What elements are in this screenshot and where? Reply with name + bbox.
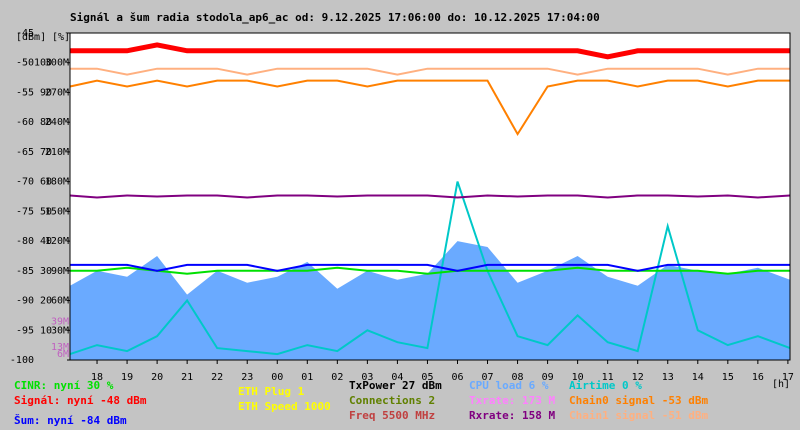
y3-tick-label: 270M [45,87,69,98]
legend-entry: CINR: nyní 30 % [14,379,114,392]
y3-tick-label: 30M [51,325,69,336]
x-tick-label: 07 [481,372,493,383]
x-tick-label: 00 [271,372,283,383]
x-tick-label: 12 [632,372,644,383]
y-tick-label: -80 [16,236,34,247]
legend-entry: Airtime 0 % [569,379,642,392]
x-tick-label: 06 [451,372,463,383]
y-tick-label: -60 [16,117,34,128]
series-line [70,266,790,275]
legend-entry: Connections 2 [349,394,435,407]
y3-tick-label: 90M [51,266,69,277]
y-tick-label: -50 [16,58,34,69]
legend-entry: Rxrate: 158 M [469,409,555,422]
y-tick-label: -70 [16,177,34,188]
legend-entry: Signál: nyní -48 dBm [14,394,147,407]
legend-entry: Chain1 signal -51 dBm [569,409,708,422]
y2-tick-label: 40 [40,236,52,247]
y-tick-label: -75 [16,206,34,217]
y3-tick-label: 60M [51,296,69,307]
legend-entry: ETH Plug 1 [238,385,305,398]
y3-tick-label: 300M [45,58,69,69]
y3-tick-label: 120M [45,236,69,247]
y-tick-label: -90 [16,296,34,307]
y3-tick-label: 240M [45,117,69,128]
legend-entry: CPU load 6 % [469,379,549,392]
y2-tick-label: 10 [40,325,52,336]
x-tick-label: 18 [91,372,103,383]
x-tick-label: 15 [722,372,734,383]
y3-marker-label: 13M [51,342,69,353]
y3-marker-label: 39M [51,316,69,327]
legend-entry: Freq 5500 MHz [349,409,435,422]
x-tick-label: 02 [331,372,343,383]
x-unit: [h] [772,379,790,390]
x-tick-label: 10 [572,372,584,383]
y-tick-label: -100 [10,355,34,366]
y2-tick-label: 100 [34,58,52,69]
series-line [70,67,790,76]
y2-tick-label: 50 [40,206,52,217]
y2-tick-label: 20 [40,296,52,307]
x-tick-label: 20 [151,372,163,383]
legend-entry: Chain0 signal -53 dBm [569,394,708,407]
x-tick-label: 03 [361,372,373,383]
series-line [70,42,790,60]
y-tick-label: -85 [16,266,34,277]
y2-tick-label: 30 [40,266,52,277]
x-tick-label: 13 [662,372,674,383]
y2-tick-label: 80 [40,117,52,128]
x-tick-label: 04 [391,372,403,383]
legend-entry: Šum: nyní -84 dBm [14,414,127,427]
y3-tick-label: 180M [45,177,69,188]
series-line [70,263,790,272]
x-tick-label: 01 [301,372,313,383]
x-tick-label: 11 [602,372,614,383]
legend-entry: Txrate: 173 M [469,394,555,407]
y2-unit: [%] [52,32,70,43]
x-tick-label: 14 [692,372,704,383]
y2-tick-label: 90 [40,87,52,98]
series-line [69,194,791,199]
x-tick-label: 19 [121,372,133,383]
y3-tick-label: 150M [45,206,69,217]
y-tick-label: -55 [16,87,34,98]
y-tick-label: -95 [16,325,34,336]
legend-entry: TxPower 27 dBm [349,379,442,392]
x-tick-label: 17 [782,372,794,383]
series-area [70,241,790,360]
y-tick-label: -45 [16,28,34,39]
plot-border [69,32,791,361]
y2-tick-label: 70 [40,147,52,158]
series-line [69,79,790,137]
x-tick-label: 08 [512,372,524,383]
x-tick-label: 09 [542,372,554,383]
x-tick-label: 21 [181,372,193,383]
x-tick-label: 16 [752,372,764,383]
y-unit: [dBm] [16,32,46,43]
y2-tick-label: 60 [40,177,52,188]
y-tick-label: -65 [16,147,34,158]
y3-tick-label: 210M [45,147,69,158]
y3-marker-label: 6M [57,349,69,360]
x-tick-label: 05 [421,372,433,383]
chart-title: Signál a šum radia stodola_ap6_ac od: 9.… [70,11,600,24]
x-tick-label: 22 [211,372,223,383]
x-tick-label: 23 [241,372,253,383]
legend-entry: ETH Speed 1000 [238,400,331,413]
series-line [69,181,791,356]
